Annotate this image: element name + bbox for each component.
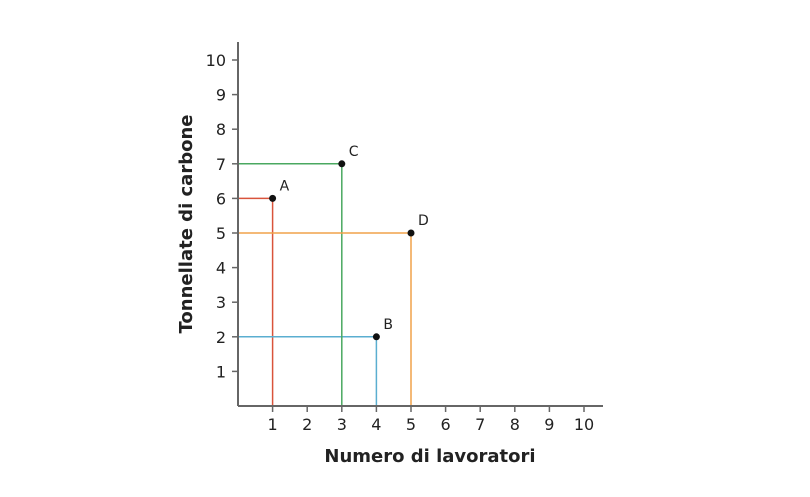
y-tick-label: 3 [216,293,226,312]
point-c [338,160,346,168]
point-label-c: C [349,144,359,160]
point-label-a: A [280,178,290,194]
y-tick-label: 1 [216,362,226,381]
y-tick-label: 6 [216,189,226,208]
y-tick-label: 4 [216,259,226,278]
point-label-d: D [418,213,429,229]
point-label-b: B [383,317,393,333]
x-tick-label: 10 [574,415,594,434]
x-tick-label: 2 [302,415,312,434]
ticks: 1 2 3 4 5 6 7 8 9 10 1 2 3 4 5 6 7 8 9 10 [206,51,595,434]
x-tick-label: 6 [441,415,451,434]
y-tick-label: 7 [216,155,226,174]
x-tick-label: 7 [475,415,485,434]
point-d [407,229,415,237]
x-tick-label: 1 [268,415,278,434]
data-points: A B C D [269,144,429,341]
guide-lines [238,163,412,406]
y-tick-label: 5 [216,224,226,243]
x-axis-title: Numero di lavoratori [324,446,535,467]
y-tick-label: 10 [206,51,226,70]
x-tick-label: 4 [371,415,381,434]
point-a [269,194,277,202]
y-tick-label: 9 [216,86,226,105]
point-b [372,333,380,341]
x-tick-label: 5 [406,415,416,434]
y-tick-label: 8 [216,120,226,139]
y-tick-label: 2 [216,328,226,347]
y-axis-title: Tonnellate di carbone [176,115,197,334]
x-tick-label: 9 [544,415,554,434]
axes [237,42,603,407]
x-tick-label: 8 [510,415,520,434]
x-tick-label: 3 [337,415,347,434]
